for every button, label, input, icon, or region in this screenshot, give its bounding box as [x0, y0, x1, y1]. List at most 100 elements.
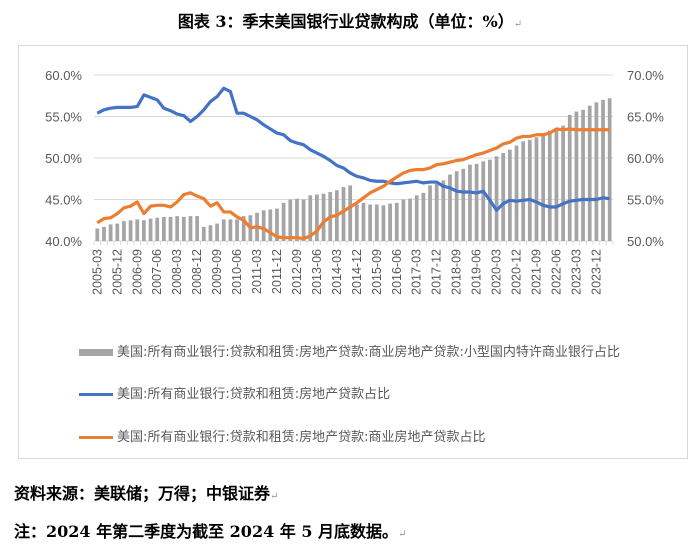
bar [181, 216, 186, 241]
series-line-1 [96, 86, 610, 212]
bar [514, 145, 519, 241]
figure-title-text: 图表 3：季末美国银行业贷款构成（单位：%） [177, 12, 514, 31]
x-axis-tick-label: 2012-09 [290, 249, 304, 295]
bar [341, 187, 346, 241]
legend-swatch-gray-bar [79, 349, 113, 356]
x-axis-tick-label: 2018-09 [450, 249, 464, 295]
x-axis-tick-label: 2008-03 [170, 249, 184, 295]
x-axis-tick-label: 2005-03 [90, 249, 104, 295]
x-axis-tick-label: 2020-03 [490, 249, 504, 295]
bar [175, 216, 180, 241]
source-note: 资料来源：美联储；万得；中银证券↵ [14, 480, 278, 504]
bar [434, 183, 439, 241]
bar [474, 163, 479, 241]
bar [494, 156, 499, 241]
x-axis-tick-label: 2008-12 [190, 249, 204, 295]
chart-container: 40.0% 45.0% 50.0% 55.0% 60.0% 50.0% 55.0% 60.0%… [18, 45, 688, 459]
bar [295, 198, 299, 241]
x-axis-tick-label: 2022-06 [549, 249, 563, 295]
bar [142, 220, 146, 241]
bar [594, 102, 599, 241]
x-axis-tick-label: 2011-03 [250, 249, 264, 294]
bar [554, 128, 559, 241]
x-axis-tick-label: 2016-06 [390, 249, 404, 295]
bar [215, 223, 219, 241]
bar [301, 199, 306, 241]
bar [541, 134, 545, 241]
legend-item-bars: 美国:所有商业银行:贷款和租赁:房地产贷款:商业房地产贷款:小型国内特许商业银行… [79, 343, 679, 363]
left-axis-tick-label: 55.0% [45, 110, 82, 125]
chart-plot: 40.0% 45.0% 50.0% 55.0% 60.0% 50.0% 55.0% 60.0%… [45, 68, 664, 295]
left-axis-tick-label: 45.0% [45, 193, 82, 208]
bar [428, 185, 432, 241]
x-axis-tick-label: 2005-12 [110, 249, 124, 295]
bar [394, 202, 399, 241]
x-axis-tick-label: 2021-09 [529, 249, 543, 295]
legend-item-blue-line: 美国:所有商业银行:贷款和租赁:房地产贷款占比 [79, 385, 679, 405]
bar [228, 219, 233, 241]
bar [315, 194, 319, 241]
bar [368, 204, 372, 241]
bar [195, 216, 199, 241]
bar [414, 195, 419, 241]
bar [547, 130, 552, 241]
bar [208, 225, 213, 241]
bar [361, 202, 366, 241]
bar [508, 149, 512, 241]
x-axis-tick-label: 2017-12 [430, 249, 444, 295]
bar [135, 219, 140, 241]
x-axis-tick-label: 2011-12 [270, 249, 284, 294]
bar [421, 192, 426, 241]
bar [481, 161, 486, 241]
right-axis-tick-label: 50.0% [627, 234, 664, 249]
legend-label: 美国:所有商业银行:贷款和租赁:房地产贷款占比 [117, 387, 391, 402]
x-axis-tick-label: 2006-09 [130, 249, 144, 295]
x-axis-tick-label: 2019-06 [470, 249, 484, 295]
legend-swatch-orange-line [79, 436, 113, 439]
bar [288, 199, 293, 241]
x-axis-tick-label: 2023-12 [589, 249, 603, 295]
bar [401, 199, 406, 241]
bar [408, 198, 412, 241]
right-axis-tick-label: 60.0% [627, 151, 664, 166]
bar [168, 216, 173, 241]
bar [275, 208, 279, 241]
bar [221, 219, 226, 241]
left-axis-tick-label: 50.0% [45, 151, 82, 166]
bar [461, 168, 466, 241]
bar [448, 174, 452, 241]
right-axis-tick-label: 70.0% [627, 68, 664, 83]
bar [441, 180, 446, 241]
x-axis-tick-label: 2013-06 [310, 249, 324, 295]
bar [201, 226, 206, 241]
paragraph-mark: ↵ [513, 19, 523, 30]
bar [115, 223, 120, 241]
bar [268, 209, 273, 241]
bar [95, 228, 100, 241]
bar [454, 171, 459, 241]
bar [501, 153, 506, 241]
bar [587, 105, 592, 242]
bar [527, 139, 532, 241]
bar [374, 204, 379, 241]
legend-swatch-blue-line [79, 393, 113, 396]
bar [148, 218, 153, 241]
footnote: 注：2024 年第二季度为截至 2024 年 5 月底数据。↵ [14, 518, 406, 542]
bar [128, 220, 133, 241]
x-axis-tick-label: 2014-12 [350, 249, 364, 295]
bar [155, 217, 160, 241]
bar [561, 125, 565, 241]
paragraph-mark: ↵ [270, 491, 279, 502]
x-axis-tick-label: 2014-03 [330, 249, 344, 295]
bar [108, 224, 113, 241]
bar [468, 164, 472, 241]
bar [261, 210, 266, 241]
right-axis-tick-label: 65.0% [627, 110, 664, 125]
source-text: 资料来源：美联储；万得；中银证券 [14, 484, 271, 503]
bar [281, 202, 286, 241]
note-text: 注：2024 年第二季度为截至 2024 年 5 月底数据。 [14, 522, 399, 541]
x-axis-tick-label: 2017-03 [410, 249, 424, 295]
bar [321, 193, 326, 241]
bar [574, 111, 579, 242]
figure-title: 图表 3：季末美国银行业贷款构成（单位：%）↵ [0, 8, 700, 32]
